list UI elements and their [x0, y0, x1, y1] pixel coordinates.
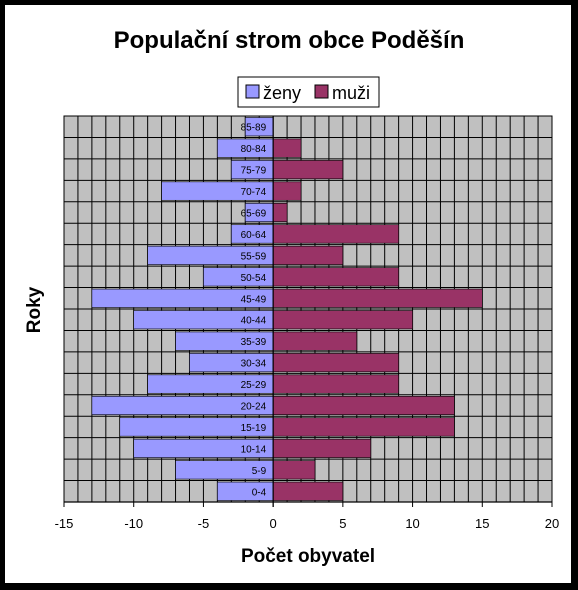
- legend-label-zeny: ženy: [263, 83, 301, 103]
- category-label: 80-84: [241, 144, 267, 155]
- category-label: 40-44: [241, 316, 267, 327]
- bar-muzi-60-64: [272, 224, 399, 244]
- category-label: 10-14: [241, 444, 267, 455]
- bar-muzi-75-79: [272, 160, 344, 180]
- x-axis-title: Počet obyvatel: [241, 546, 375, 567]
- category-label: 55-59: [241, 251, 267, 262]
- bars: [91, 116, 483, 507]
- category-labels: 0-4 5-9 10-14 15-19 20-24 25-29 30-34 35-39 40-4…: [241, 123, 267, 499]
- category-label: 25-29: [241, 380, 267, 391]
- category-label: 35-39: [241, 337, 267, 348]
- bar-muzi-35-39: [272, 331, 358, 351]
- x-tick-label: 10: [405, 516, 419, 531]
- category-label: 15-19: [241, 423, 267, 434]
- x-tick-label: 20: [545, 516, 559, 531]
- bar-muzi-80-84: [272, 138, 302, 158]
- x-tick-label: -15: [55, 516, 74, 531]
- category-label: 30-34: [241, 359, 267, 370]
- category-label: 70-74: [241, 187, 267, 198]
- y-axis-title: Roky: [24, 286, 45, 333]
- x-tick-label: 15: [475, 516, 489, 531]
- category-label: 60-64: [241, 230, 267, 241]
- bar-muzi-45-49: [272, 288, 483, 308]
- chart-title: Populační strom obce Poděšín: [114, 27, 465, 54]
- bar-muzi-10-14: [272, 438, 372, 458]
- x-tick-label: 0: [270, 516, 277, 531]
- x-tick-label: -5: [198, 516, 210, 531]
- bar-muzi-15-19: [272, 417, 455, 437]
- category-label: 65-69: [241, 209, 267, 220]
- bar-muzi-5-9: [272, 460, 316, 480]
- plot-area: [63, 115, 553, 503]
- bar-muzi-0-4: [272, 481, 344, 501]
- legend-box: [237, 76, 380, 108]
- category-label: 50-54: [241, 273, 267, 284]
- bar-muzi-40-44: [272, 310, 413, 330]
- bar-muzi-25-29: [272, 374, 399, 394]
- bar-muzi-70-74: [272, 181, 302, 201]
- bar-muzi-20-24: [272, 395, 455, 416]
- x-tick-label: 5: [339, 516, 346, 531]
- legend-swatch-zeny: [245, 84, 260, 99]
- category-label: 85-89: [241, 123, 267, 134]
- category-label: 75-79: [241, 166, 267, 177]
- bar-muzi-55-59: [272, 245, 344, 265]
- bar-muzi-65-69: [272, 202, 288, 223]
- legend: ženy muži: [237, 76, 380, 108]
- bar-muzi-50-54: [272, 267, 399, 287]
- category-label: 0-4: [252, 487, 267, 498]
- category-label: 45-49: [241, 294, 267, 305]
- x-tick-label: -10: [124, 516, 143, 531]
- legend-swatch-muzi: [314, 84, 329, 99]
- bar-muzi-30-34: [272, 353, 399, 373]
- x-axis-ticks: -15 -10 -5 0 5 10 15 20: [55, 501, 559, 531]
- category-label: 20-24: [241, 402, 267, 413]
- category-label: 5-9: [252, 466, 267, 477]
- legend-label-muzi: muži: [332, 83, 370, 103]
